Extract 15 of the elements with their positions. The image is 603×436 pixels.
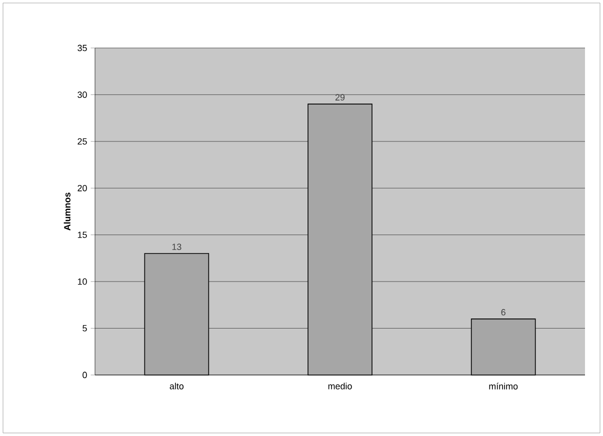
x-tick-label: alto xyxy=(170,382,184,390)
y-tick-label: 20 xyxy=(78,184,87,192)
data-label: 13 xyxy=(172,244,182,250)
y-tick-label: 30 xyxy=(78,92,87,98)
x-tick-label: medio xyxy=(328,382,352,390)
y-tick-label: 35 xyxy=(78,44,87,52)
y-axis-title: Alumnos xyxy=(64,192,70,230)
y-tick-label: 25 xyxy=(78,138,87,145)
data-label: 6 xyxy=(501,309,506,316)
y-tick-label: 10 xyxy=(78,278,87,285)
data-label: 29 xyxy=(335,94,345,101)
y-tick-label: 0 xyxy=(82,372,87,378)
y-tick-label: 5 xyxy=(82,325,87,332)
y-tick-label: 15 xyxy=(78,232,87,238)
x-tick-label: mínimo xyxy=(489,382,518,390)
